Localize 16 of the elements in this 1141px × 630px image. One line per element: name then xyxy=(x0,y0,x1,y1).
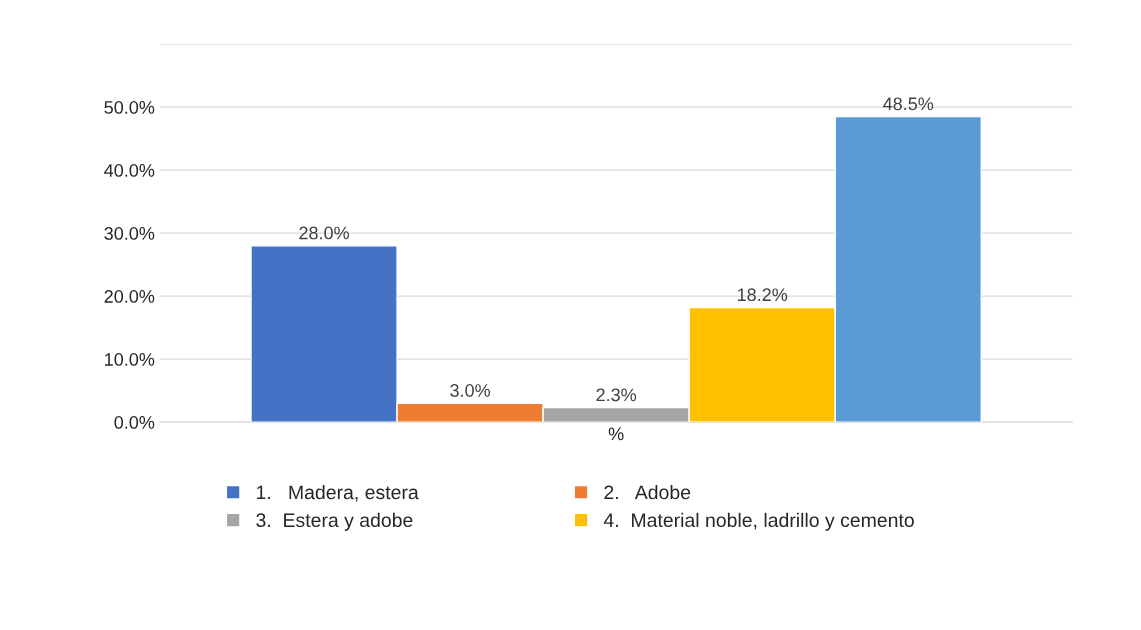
data-label: 48.5% xyxy=(883,97,934,111)
y-tick-label: 10.0% xyxy=(105,353,155,366)
y-tick-label: 30.0% xyxy=(104,227,155,240)
y-tick-label: 20.0% xyxy=(104,290,155,303)
y-tick-label: 50.0% xyxy=(104,101,155,114)
x-tick-label: % xyxy=(608,427,624,441)
data-label: 18.2% xyxy=(737,288,788,302)
y-tick-label: 0.0% xyxy=(114,416,155,429)
legend-label: 4. Material noble, ladrillo y cemento xyxy=(603,512,914,531)
y-tick-label: 40.0% xyxy=(104,164,155,177)
legend-label: 1. Madera, estera xyxy=(256,484,419,502)
data-label: 2.3% xyxy=(596,388,637,402)
legend-label: 2. Adobe xyxy=(604,484,691,500)
data-label: 28.0% xyxy=(299,226,349,240)
data-label: 3.0% xyxy=(450,384,491,397)
legend-label: 3. Estera y adobe xyxy=(256,512,413,531)
